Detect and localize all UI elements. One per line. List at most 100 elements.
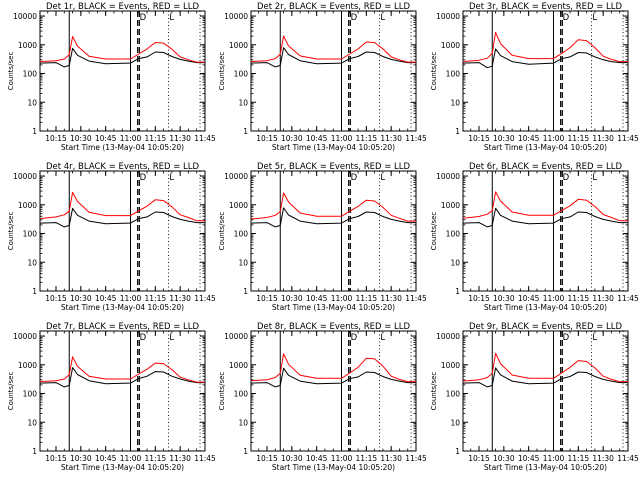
y-tick-label: 100 [234,230,249,239]
x-tick-label: 10:45 [95,294,117,303]
lld-series-line [39,36,205,63]
marker-letter: D [563,333,570,343]
panel-title: Det 9r, BLACK = Events, RED = LLD [469,322,623,332]
y-axis-label: Counts/sec [218,212,226,251]
marker-letter: D [563,13,570,23]
marker-letter: L [592,173,597,183]
x-tick-label: 11:15 [568,294,590,303]
x-tick-label: 10:15 [45,294,67,303]
y-tick-label: 1 [243,447,248,456]
x-tick-label: 11:30 [380,134,402,143]
x-tick-label: 10:45 [306,294,328,303]
x-tick-label: 11:15 [145,454,167,463]
marker-letter: L [592,13,597,23]
x-tick-label: 10:15 [45,454,67,463]
x-axis-label: Start Time (13-May-04 10:05:20) [484,303,607,312]
y-tick-label: 1 [455,287,460,296]
x-tick-label: 10:45 [95,454,117,463]
lld-series-line [462,191,628,222]
x-tick-label: 11:45 [194,294,216,303]
y-tick-label: 100 [234,70,249,79]
x-tick-label: 11:15 [356,454,378,463]
marker-letter: L [380,333,385,343]
x-tick-label: 10:15 [256,294,278,303]
x-tick-label: 11:00 [120,294,142,303]
events-series-line [250,47,416,68]
x-tick-label: 10:15 [468,454,490,463]
marker-letter: L [169,13,174,23]
y-axis-label: Counts/sec [430,52,438,91]
x-tick-label: 11:30 [380,294,402,303]
lld-series-line [462,352,628,383]
marker-letter: L [169,173,174,183]
y-tick-label: 1000 [229,201,248,210]
x-tick-label: 11:30 [169,134,191,143]
y-axis-label: Counts/sec [430,212,438,251]
y-tick-label: 1000 [441,41,460,50]
marker-letter: D [351,13,358,23]
events-series-line [462,207,628,228]
y-tick-label: 1 [32,127,37,136]
x-tick-label: 11:00 [331,454,353,463]
y-tick-label: 100 [23,230,38,239]
x-axis-label: Start Time (13-May-04 10:05:20) [61,143,184,152]
x-tick-label: 11:15 [356,294,378,303]
y-tick-label: 100 [446,70,461,79]
y-tick-label: 1000 [18,201,37,210]
x-tick-label: 11:00 [120,134,142,143]
y-tick-label: 10 [450,418,460,427]
lld-series-line [462,31,628,63]
y-tick-label: 1000 [18,41,37,50]
x-tick-label: 10:45 [518,294,540,303]
plot-frame [39,330,206,452]
plot-frame [250,330,417,452]
x-axis-label: Start Time (13-May-04 10:05:20) [272,463,395,472]
marker-letter: D [140,333,147,343]
x-tick-label: 10:30 [281,134,303,143]
x-tick-label: 10:45 [306,454,328,463]
x-tick-label: 11:45 [405,454,427,463]
x-tick-label: 11:30 [169,294,191,303]
x-tick-label: 11:45 [617,294,639,303]
y-tick-label: 1 [32,447,37,456]
y-tick-label: 1 [455,447,460,456]
panel-det-4: Det 4r, BLACK = Events, RED = LLD 1 10 100 1… [7,162,216,312]
y-tick-label: 10000 [436,332,460,341]
marker-letter: D [351,333,358,343]
y-tick-label: 1000 [229,41,248,50]
y-tick-label: 10000 [224,12,248,21]
x-tick-label: 10:45 [306,134,328,143]
plot-frame [462,170,629,292]
y-tick-label: 1 [32,287,37,296]
panel-det-5: Det 5r, BLACK = Events, RED = LLD 1 10 100 1… [218,162,427,312]
y-axis-label: Counts/sec [7,372,15,411]
events-series-line [462,48,628,69]
y-tick-label: 10 [27,98,37,107]
x-tick-label: 10:30 [70,454,92,463]
x-tick-label: 10:30 [493,134,515,143]
x-tick-label: 10:15 [256,454,278,463]
y-axis-label: Counts/sec [7,52,15,91]
y-tick-label: 10 [27,258,37,267]
x-tick-label: 11:00 [543,454,565,463]
y-tick-label: 10000 [436,172,460,181]
y-tick-label: 10000 [13,172,37,181]
x-tick-label: 11:00 [331,134,353,143]
panel-title: Det 1r, BLACK = Events, RED = LLD [46,2,200,12]
y-tick-label: 1000 [441,361,460,370]
x-tick-label: 11:45 [617,134,639,143]
x-tick-label: 11:30 [592,294,614,303]
y-tick-label: 10000 [436,12,460,21]
x-tick-label: 11:45 [194,454,216,463]
x-tick-label: 10:15 [45,134,67,143]
panel-title: Det 4r, BLACK = Events, RED = LLD [46,162,200,172]
x-tick-label: 10:30 [493,454,515,463]
y-tick-label: 1000 [18,361,37,370]
marker-letter: L [592,333,597,343]
y-axis-label: Counts/sec [7,212,15,251]
plot-frame [39,170,206,292]
panel-det-3: Det 3r, BLACK = Events, RED = LLD 1 10 100 1… [430,2,639,152]
panel-det-6: Det 6r, BLACK = Events, RED = LLD 1 10 100 1… [430,162,639,312]
marker-letter: L [380,13,385,23]
y-tick-label: 10000 [13,332,37,341]
